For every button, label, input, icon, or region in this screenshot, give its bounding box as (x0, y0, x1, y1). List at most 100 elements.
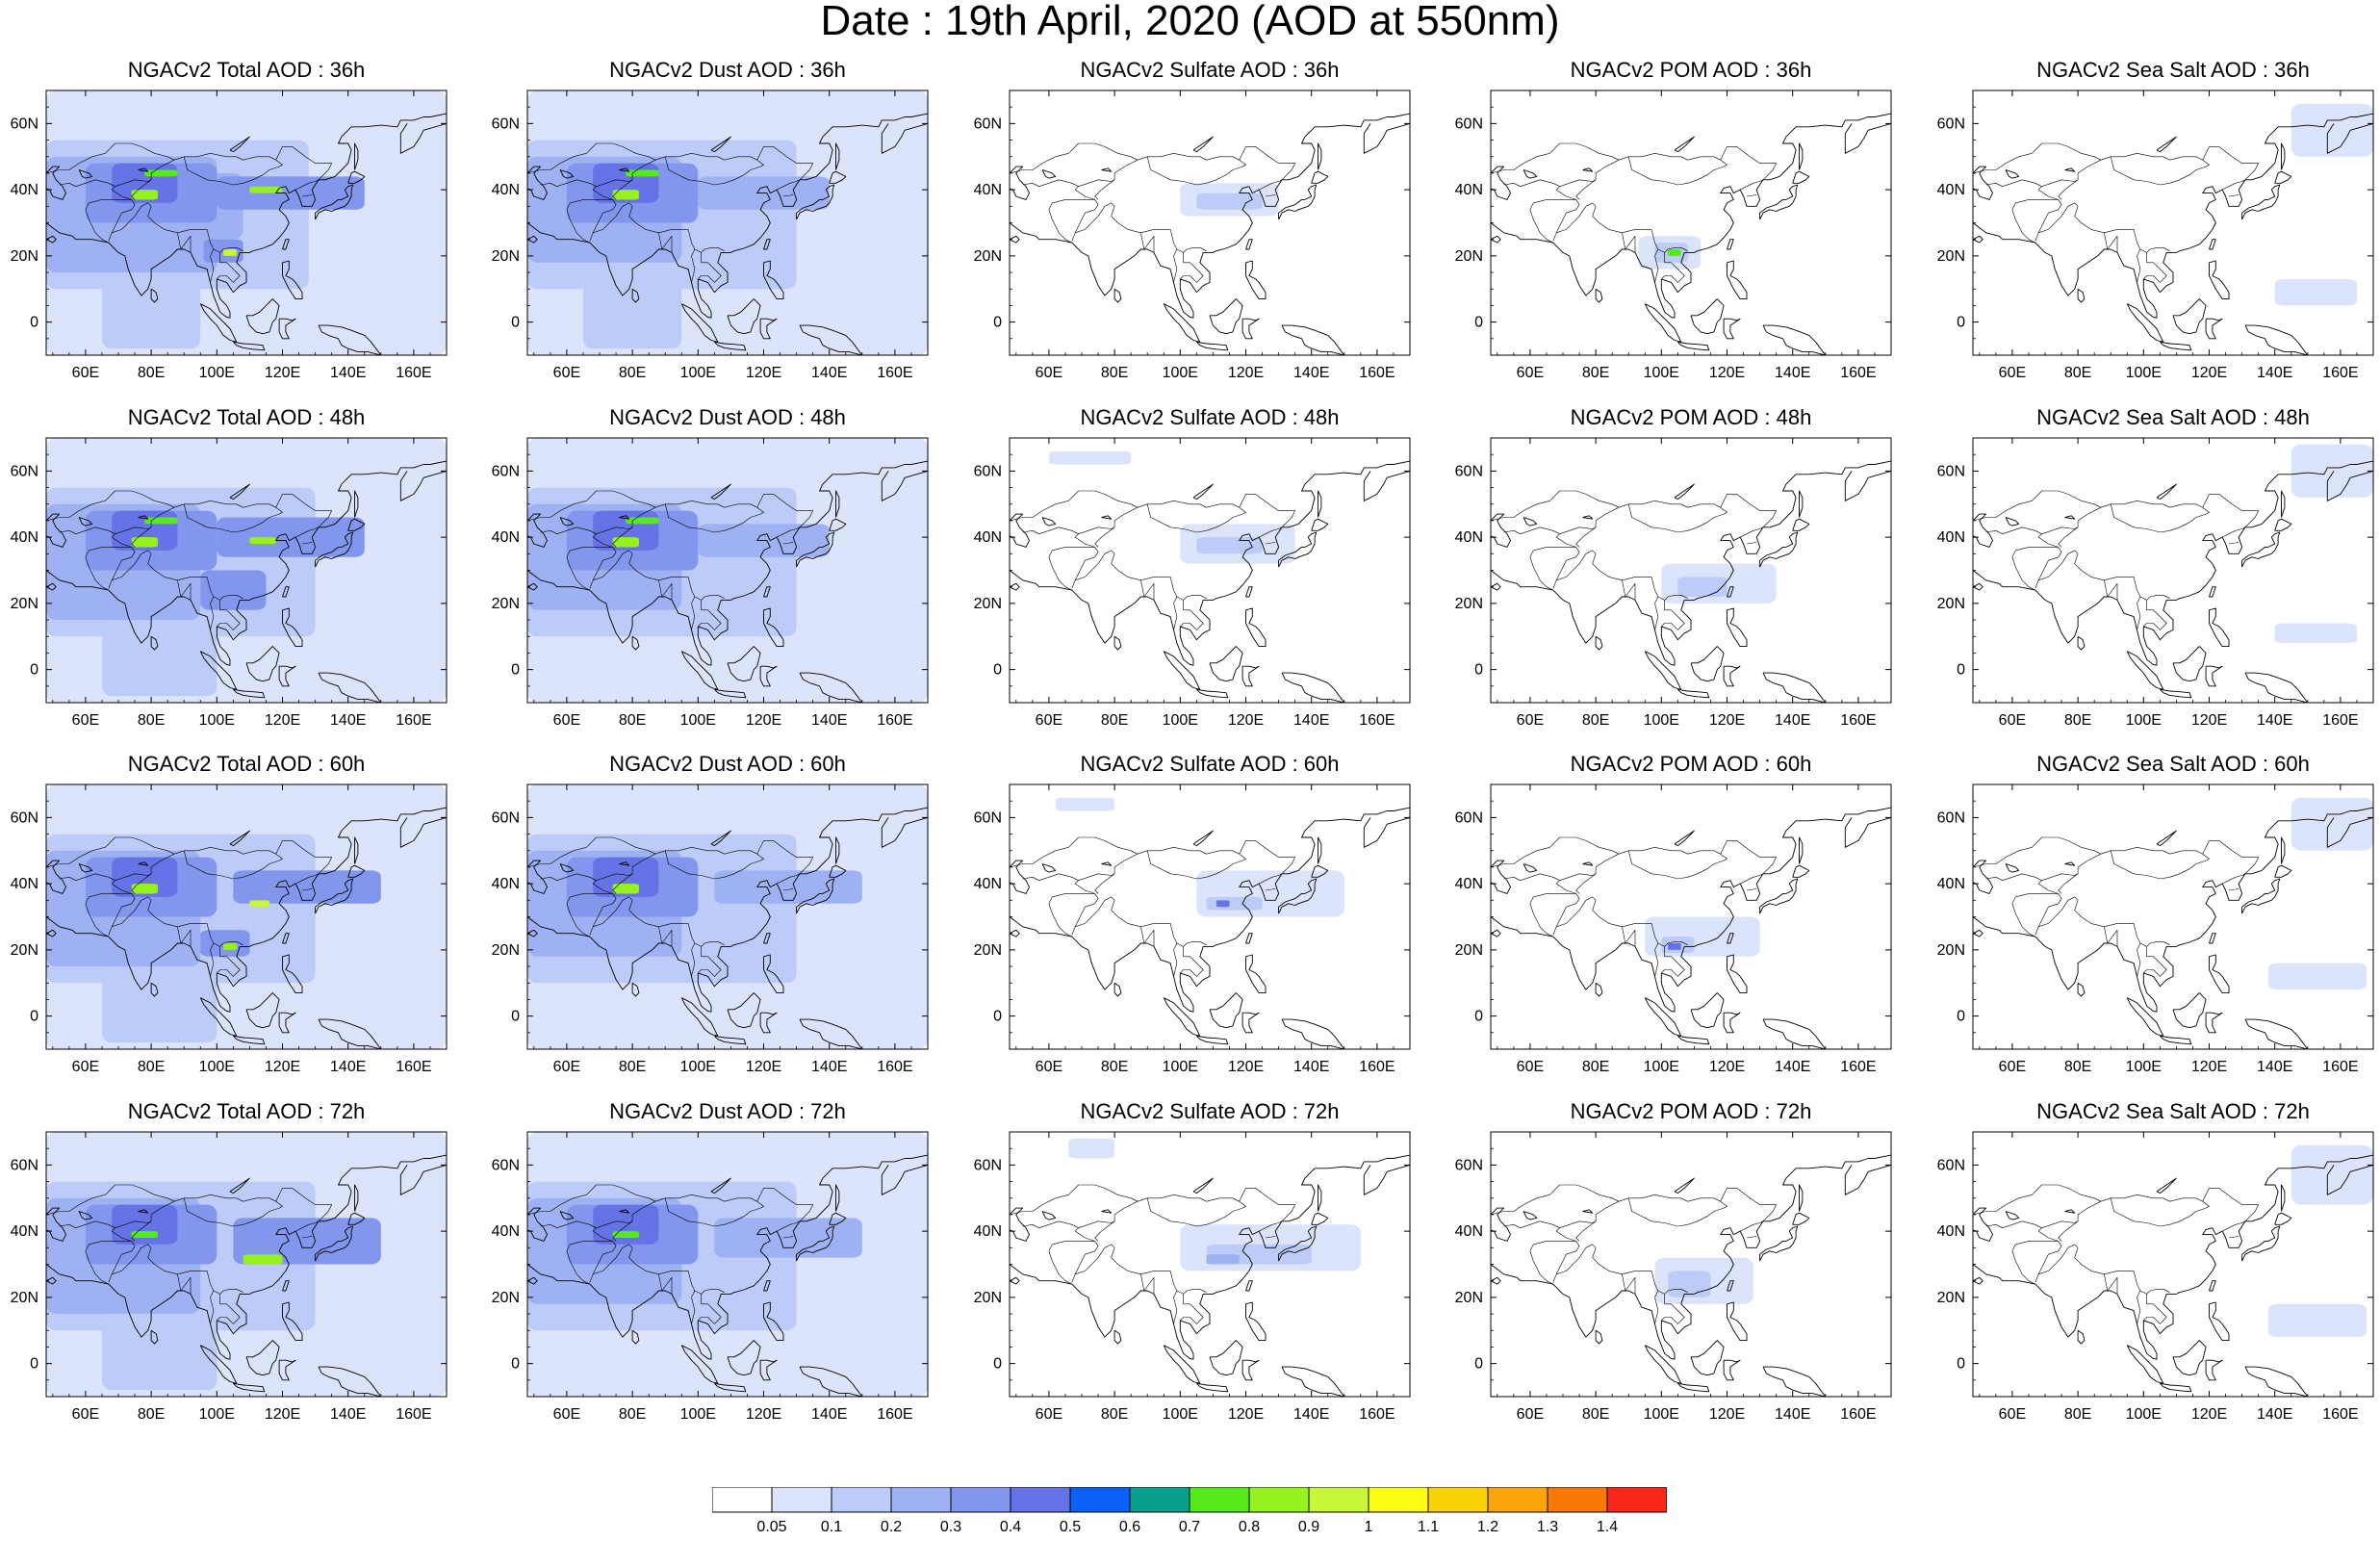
map-svg: 60E 80E 100E 120E 140E 160E 60N 40N 20N 0 (11, 437, 448, 729)
country-border (593, 1244, 689, 1275)
aod-cell (249, 900, 269, 908)
colorbar-swatch (1129, 1486, 1190, 1513)
y-tick-label: 60N (1455, 116, 1483, 132)
coastline (354, 1184, 359, 1212)
country-border (2104, 232, 2118, 253)
country-border (1173, 1290, 1178, 1324)
coastline (1762, 672, 1827, 703)
colorbar-swatch (1308, 1486, 1369, 1513)
country-border (1575, 506, 1620, 548)
country-border (1180, 1294, 1204, 1324)
coastline (1318, 490, 1322, 518)
y-tick-label: 40N (974, 1223, 1002, 1240)
y-tick-label: 20N (492, 248, 520, 265)
country-border (540, 527, 597, 534)
country-border (1555, 527, 1597, 548)
country-border (1074, 1220, 1115, 1242)
coastline (559, 517, 575, 527)
y-tick-label: 40N (492, 1223, 520, 1240)
country-border (1746, 888, 1757, 891)
map-panel: NGACv2 POM AOD : 36h 60E 80E 100E 120E 140E 16… (1445, 60, 1901, 384)
coastline (559, 169, 575, 179)
country-border (89, 547, 136, 589)
country-border (592, 1220, 633, 1242)
country-border (2058, 506, 2102, 548)
coastline (2244, 324, 2309, 355)
aod-cell (714, 1218, 862, 1258)
coastline (1762, 1018, 1827, 1049)
x-tick-label: 140E (330, 712, 366, 729)
x-tick-label: 60E (1036, 1059, 1062, 1075)
y-tick-label: 60N (1937, 463, 1965, 479)
coastline (2126, 1345, 2164, 1384)
coastline (1677, 341, 1710, 351)
map-panel: NGACv2 Dust AOD : 60h 60E 80E 100E 120E 140E 1… (481, 754, 937, 1078)
x-tick-label: 120E (2191, 365, 2227, 381)
aod-cell (1668, 943, 1681, 950)
country-border (1654, 1290, 1659, 1324)
country-border (210, 596, 215, 630)
panel-title: NGACv2 Dust AOD : 72h (609, 1099, 846, 1123)
country-border (1746, 1236, 1757, 1239)
y-tick-label: 40N (1937, 1223, 1965, 1240)
country-border (177, 579, 192, 601)
country-border (687, 229, 725, 253)
x-tick-label: 160E (877, 1059, 912, 1075)
panel-title: NGACv2 POM AOD : 48h (1570, 405, 1812, 429)
country-border (217, 600, 241, 630)
map-panel: NGACv2 Sea Salt AOD : 36h 60E 80E 100E 120E 1… (1927, 60, 2380, 384)
country-border (782, 888, 794, 891)
map-panel: NGACv2 Total AOD : 60h 60E 80E 100E 120E 140E… (0, 754, 456, 1078)
country-border (2228, 1236, 2239, 1239)
country-border (691, 942, 696, 977)
coastline (318, 324, 382, 355)
coastline (1723, 665, 1741, 687)
coastline (1595, 1329, 1603, 1345)
coastline (1973, 1207, 1993, 1242)
map-panel: NGACv2 Total AOD : 72h 60E 80E 100E 120E 140E… (0, 1101, 456, 1425)
coastline (46, 513, 66, 548)
country-border (112, 550, 208, 581)
coastline (763, 1280, 771, 1292)
coastline (1727, 954, 1748, 994)
coastline (1973, 166, 1993, 200)
x-tick-label: 160E (2322, 1059, 2358, 1075)
aod-field (1491, 113, 1891, 355)
panel-title: NGACv2 Sea Salt AOD : 36h (2036, 58, 2310, 82)
country-border (1973, 490, 2259, 529)
coastline (799, 672, 863, 703)
country-border (1555, 179, 1597, 200)
coastline (1799, 490, 1804, 518)
country-border (177, 232, 192, 253)
coastline (1311, 864, 1329, 878)
country-border (111, 873, 152, 894)
x-tick-label: 60E (1036, 1406, 1062, 1423)
coastline (799, 1366, 863, 1397)
colorbar-swatch (1189, 1486, 1250, 1513)
coastline (2156, 830, 2177, 847)
coastline (150, 982, 159, 997)
country-border (210, 942, 215, 977)
country-border (1173, 596, 1178, 630)
coastline (1723, 1359, 1741, 1381)
coastline (233, 1035, 266, 1045)
x-tick-label: 140E (2257, 1059, 2292, 1075)
colorbar-swatch (1069, 1486, 1131, 1513)
country-border (217, 1294, 241, 1324)
coastline (759, 665, 778, 687)
coastline (2326, 1164, 2373, 1195)
coastline (1792, 170, 1810, 184)
country-border (1258, 528, 1279, 538)
x-tick-label: 60E (1999, 1406, 2026, 1423)
country-border (1503, 527, 1560, 534)
coastline (138, 1209, 149, 1214)
coastline (229, 830, 250, 847)
coastline (881, 816, 928, 848)
coastline (318, 1366, 382, 1397)
x-tick-label: 140E (2257, 712, 2292, 729)
coastline (245, 646, 280, 682)
country-border (59, 179, 115, 187)
country-border (1048, 1244, 1072, 1285)
country-border (1265, 1236, 1276, 1239)
coastline (1690, 1340, 1725, 1376)
